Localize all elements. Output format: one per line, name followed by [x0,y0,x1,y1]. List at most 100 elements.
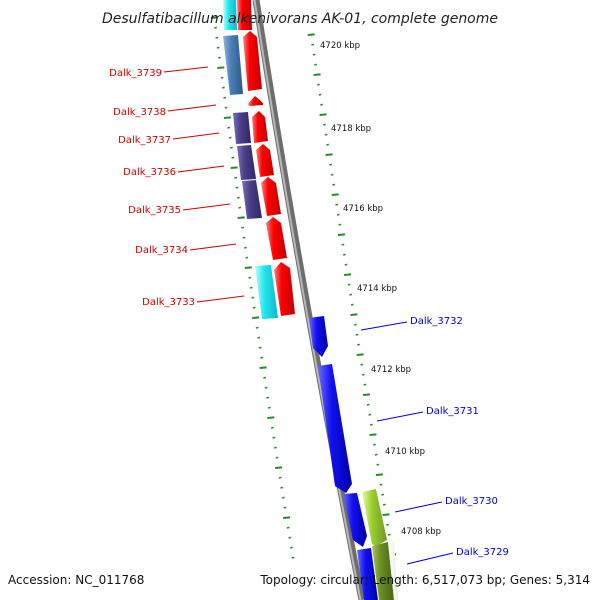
minor-scale-tick [373,443,376,446]
gene-label-dalk-3729[interactable]: Dalk_3729 [456,547,509,558]
major-scale-tick [210,16,218,19]
kbp-label: 4716 kbp [343,204,383,214]
minor-scale-tick [329,163,333,166]
minor-scale-tick [332,183,336,186]
minor-scale-tick [223,96,227,99]
minor-scale-tick [280,486,284,489]
gene-feature-dalk-3732[interactable] [309,316,328,357]
minor-scale-tick [231,156,235,159]
minor-scale-tick [291,556,295,559]
major-scale-tick [382,513,390,516]
minor-scale-tick [361,373,365,376]
minor-scale-tick [272,436,276,439]
label-leader-line [360,321,408,331]
kbp-label: 4712 kbp [371,365,411,375]
minor-scale-tick [324,133,328,136]
minor-scale-tick [355,333,359,336]
gene-feature-dalk-3735[interactable] [261,177,281,216]
gene-label-dalk-3738[interactable]: Dalk_3738 [113,107,166,118]
gene-feature-dalk-3739[interactable] [243,31,262,91]
gene-label-dalk-3739[interactable]: Dalk_3739 [109,68,162,79]
gene-feature-dalk-3731[interactable] [318,364,352,493]
minor-scale-tick [335,203,339,206]
minor-scale-tick [288,536,292,539]
gene-feature-dalk-3736[interactable] [256,144,274,177]
major-scale-tick [350,313,358,316]
kbp-scale-labels: 4720 kbp 4718 kbp 4716 kbp 4714 kbp 4712… [320,41,441,537]
minor-scale-tick [387,533,391,536]
gene-label-dalk-3731[interactable]: Dalk_3731 [426,406,479,417]
major-scale-tick [244,266,252,269]
minor-scale-tick [242,236,246,239]
minor-scale-tick [323,123,326,126]
gene-feature-dalk-3729-olive[interactable] [372,542,394,600]
gene-label-dalk-3734[interactable]: Dalk_3734 [135,245,188,256]
gene-feature-dalk-3730-green[interactable] [362,489,387,546]
minor-scale-tick [236,196,240,199]
label-leader-line [406,552,454,565]
minor-scale-tick [386,523,389,526]
major-scale-tick [344,273,352,276]
minor-scale-tick [220,76,224,79]
gene-features [223,0,398,600]
minor-scale-tick [224,106,228,109]
minor-scale-tick [266,396,270,399]
label-leader-line [167,104,217,112]
gene-label-dalk-3735[interactable]: Dalk_3735 [128,205,181,216]
kbp-label: 4710 kbp [385,447,425,457]
major-scale-tick [319,113,327,116]
gene-feature-dalk-3729[interactable] [357,548,378,600]
gene-feature[interactable] [223,0,237,30]
gene-feature-dalk-3736-purple[interactable] [237,145,256,180]
gene-feature[interactable] [237,0,252,30]
minor-scale-tick [260,356,264,359]
minor-scale-tick [252,306,256,309]
gene-feature-dalk-3733-cyan[interactable] [255,265,278,319]
major-scale-tick [325,153,333,156]
minor-scale-tick [379,483,383,486]
gene-label-dalk-3737[interactable]: Dalk_3737 [118,135,171,146]
label-leader-line [196,295,245,303]
gene-feature-dalk-3738[interactable] [248,96,263,106]
minor-scale-tick [255,326,259,329]
label-leader-line [163,66,209,73]
minor-scale-tick [343,253,346,256]
gene-feature-dalk-3730[interactable] [343,493,367,547]
minor-scale-tick [248,276,252,279]
minor-scale-tick [311,43,315,46]
minor-scale-tick [354,323,357,326]
gene-feature-dalk-3739-steel[interactable] [223,35,243,95]
minor-scale-tick [318,93,322,96]
minor-scale-tick [216,46,220,49]
gene-feature-dalk-3735-purple[interactable] [242,180,262,219]
gene-label-dalk-3736[interactable]: Dalk_3736 [123,167,176,178]
minor-scale-tick [338,223,342,226]
right-gene-labels [360,321,454,565]
minor-scale-tick [381,493,385,496]
major-scale-tick [362,393,371,396]
major-scale-tick [267,416,275,419]
gene-feature-dalk-3734[interactable] [266,217,287,260]
minor-scale-tick [350,303,354,306]
minor-scale-tick [251,296,255,299]
gene-label-dalk-3732[interactable]: Dalk_3732 [410,316,463,327]
gene-label-dalk-3730[interactable]: Dalk_3730 [445,496,498,507]
minor-scale-tick [234,176,238,179]
minor-scale-tick [218,56,221,59]
major-scale-tick [217,66,225,69]
minor-scale-tick [326,143,330,146]
gene-feature-dalk-3733[interactable] [274,262,295,316]
minor-scale-tick [366,403,370,406]
minor-scale-tick [360,363,364,366]
gene-feature-dalk-3737[interactable] [252,111,268,143]
minor-scale-tick [275,456,279,459]
gene-label-dalk-3733[interactable]: Dalk_3733 [142,297,195,308]
minor-scale-tick [263,376,267,379]
gene-feature-pale[interactable] [388,541,398,600]
major-scale-tick [230,166,238,169]
kbp-label: 4714 kbp [357,284,397,294]
left-gene-labels [163,66,245,303]
minor-scale-tick [227,126,231,129]
gene-feature-dalk-3737-purple[interactable] [233,112,251,144]
